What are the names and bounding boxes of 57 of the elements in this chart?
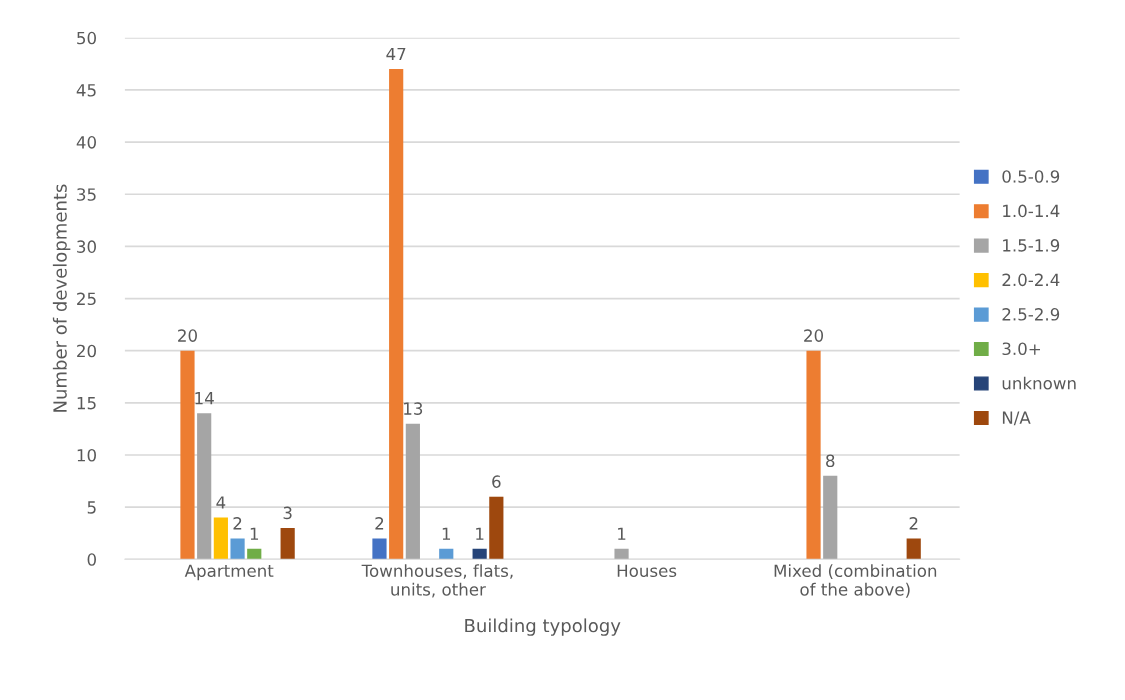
y-tick-label: 0 [87,553,96,566]
legend-label: 0.5-0.9 [1002,170,1060,183]
legend-label: 2.5-2.9 [1002,308,1060,321]
bar [472,548,487,560]
data-label: 1 [476,527,484,540]
y-tick-label: 45 [76,84,96,97]
data-label: 2 [909,517,918,530]
legend-label: 1.5-1.9 [1003,239,1060,252]
bar [230,538,245,560]
bar [439,548,454,560]
bar [489,496,504,560]
x-tick-label: Mixed (combination of the above) [774,564,937,598]
bar [372,538,387,560]
y-tick-label: 10 [77,448,96,462]
bar [405,423,420,560]
legend-label: 2.0-2.4 [1002,273,1060,287]
y-tick-label: 25 [77,292,96,306]
y-tick-label: 35 [77,188,96,201]
bar [906,538,921,560]
legend-label: N/A [1002,411,1031,426]
data-label: 4 [216,496,226,509]
y-tick-label: 15 [77,397,96,410]
bar [247,548,262,560]
bar [389,69,404,560]
y-axis-title: Number of developments [52,184,71,412]
data-label: 20 [178,329,197,342]
y-tick-label: 50 [77,31,96,45]
bar [823,475,838,560]
bar [197,413,212,560]
y-tick-label: 5 [87,501,96,514]
data-label: 14 [195,392,214,405]
data-label: 13 [404,402,423,415]
y-tick-label: 30 [77,240,96,253]
data-label: 2 [375,517,384,530]
y-tick-label: 40 [76,136,96,149]
data-label: 8 [826,454,835,468]
bar [614,548,629,560]
bar [180,350,195,560]
data-label: 2 [233,517,242,530]
data-label: 1 [442,527,451,540]
data-label: 1 [618,527,626,540]
x-tick-label: Apartment [184,564,274,581]
data-label: 1 [250,527,259,540]
bar [280,528,295,560]
y-tick-label: 20 [77,344,96,358]
bar [806,350,821,560]
x-axis-title: Building typology [465,618,621,636]
data-label: 20 [804,329,824,342]
data-label: 3 [283,506,292,520]
data-label: 6 [492,475,501,488]
legend-label: 1.0-1.4 [1003,204,1060,218]
x-tick-label: Townhouses, flats, units, other [361,564,513,598]
x-tick-label: Houses [617,564,677,578]
data-label: 47 [386,47,406,61]
legend-label: unknown [1002,376,1076,390]
legend-label: 3.0+ [1002,342,1040,356]
bar [213,517,228,560]
